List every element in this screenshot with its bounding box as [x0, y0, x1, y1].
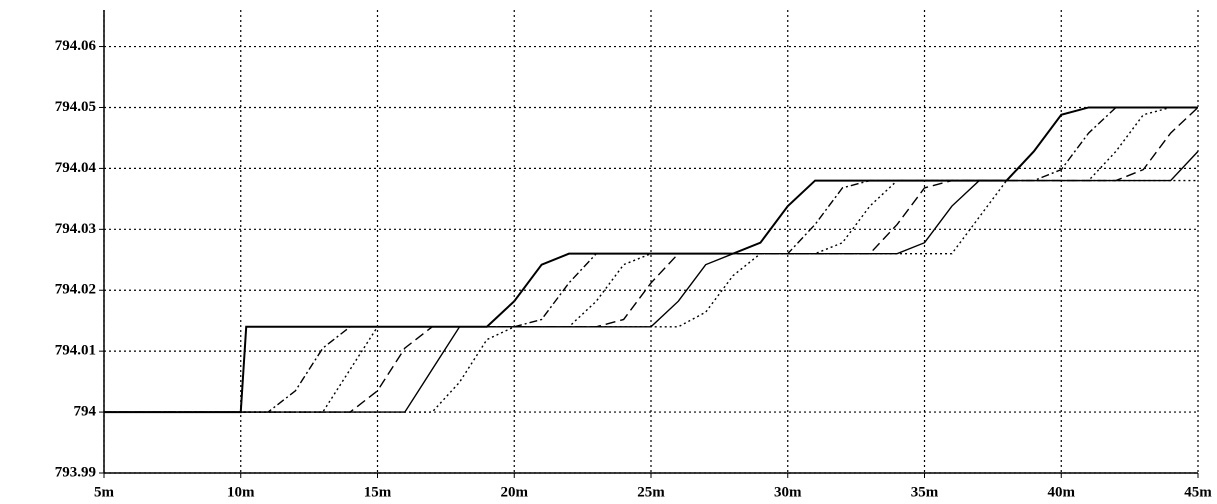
- x-tick-label: 30m: [774, 484, 802, 500]
- x-tick-label: 5m: [94, 484, 115, 500]
- x-tick-label: 40m: [1048, 484, 1076, 500]
- y-tick-label: 794: [74, 404, 97, 420]
- x-tick-label: 15m: [364, 484, 392, 500]
- y-tick-label: 794.04: [55, 160, 97, 176]
- y-tick-label: 794.05: [55, 99, 96, 115]
- x-tick-label: 35m: [911, 484, 939, 500]
- y-tick-label: 794.02: [55, 282, 96, 298]
- series-line: [104, 106, 1198, 413]
- x-tick-label: 10m: [227, 484, 255, 500]
- y-tick-label: 794.06: [55, 38, 97, 54]
- x-tick-label: 20m: [501, 484, 529, 500]
- y-tick-label: 794.03: [55, 221, 96, 237]
- series-line: [104, 179, 1198, 413]
- x-tick-label: 45m: [1184, 484, 1212, 500]
- x-tick-label: 25m: [637, 484, 665, 500]
- y-tick-label: 794.01: [55, 343, 96, 359]
- y-tick-label: 793.99: [55, 464, 96, 480]
